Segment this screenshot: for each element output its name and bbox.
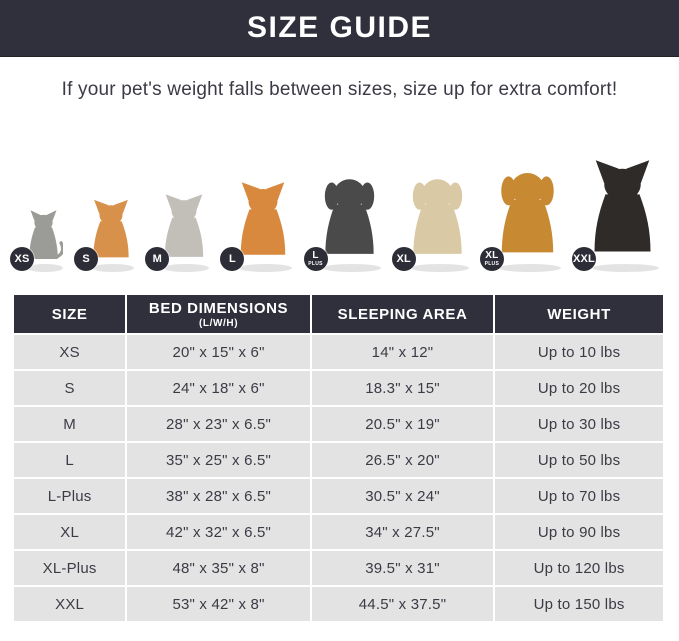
subtitle-tip: If your pet's weight falls between sizes… [61, 79, 618, 100]
table-row-xxl: XXL 53" x 42" x 8" 44.5" x 37.5" Up to 150 … [14, 587, 663, 621]
table-row-l-plus: L-Plus 38" x 28" x 6.5" 30.5" x 24" Up to 7… [14, 479, 663, 513]
column-header-sublabel: (L/W/H) [198, 317, 239, 329]
size-badge-xxl: XXL [571, 247, 596, 271]
column-header-label: SLEEPING AREA [337, 305, 468, 323]
cell-size: XL [14, 515, 126, 549]
cell-size: L [14, 443, 126, 477]
pet-shadow [499, 264, 561, 272]
cell-bed-dimensions: 38" x 28" x 6.5" [127, 479, 310, 513]
size-badge-label: S [82, 252, 90, 265]
cell-size: M [14, 407, 126, 441]
size-badge-label: XL [396, 252, 411, 265]
cell-size: L-Plus [14, 479, 126, 513]
pet-figure-french-bulldog: M [145, 183, 210, 272]
pet-figure-shiba-inu: L [220, 169, 293, 272]
cell-weight: Up to 10 lbs [495, 335, 663, 369]
pet-figure-border-collie: L PLUS [303, 161, 381, 272]
cell-bed-dimensions: 42" x 32" x 6.5" [127, 515, 310, 549]
cell-bed-dimensions: 24" x 18" x 6" [127, 371, 310, 405]
table-row-l: L 35" x 25" x 6.5" 26.5" x 20" Up to 50 lbs [14, 443, 663, 477]
column-header-label: SIZE [51, 305, 88, 323]
column-header-sleeping-area: SLEEPING AREA [311, 295, 494, 333]
column-header-size: SIZE [14, 295, 126, 333]
size-table: SIZE BED DIMENSIONS (L/W/H) SLEEPING AREA WE… [12, 293, 665, 623]
table-row-m: M 28" x 23" x 6.5" 20.5" x 19" Up to 30 lbs [14, 407, 663, 441]
size-badge-l: L [220, 247, 245, 271]
cell-size: S [14, 371, 126, 405]
cell-bed-dimensions: 53" x 42" x 8" [127, 587, 310, 621]
page-title: SIZE GUIDE [246, 11, 433, 44]
size-badge-label: L [228, 252, 236, 265]
dog-floppy-silhouette-icon [494, 153, 561, 269]
dog-pointy-silhouette-icon [586, 144, 659, 269]
pet-figure-doberman: XXL [571, 144, 659, 272]
size-badge-sublabel: PLUS [308, 261, 323, 267]
size-badge-m: M [145, 247, 170, 271]
cell-sleeping-area: 18.3" x 15" [311, 371, 494, 405]
cell-weight: Up to 30 lbs [495, 407, 663, 441]
pet-shadow [27, 264, 63, 272]
size-badge-xl: XL [391, 247, 416, 271]
table-row-s: S 24" x 18" x 6" 18.3" x 15" Up to 20 lbs [14, 371, 663, 405]
table-row-xs: XS 20" x 15" x 6" 14" x 12" Up to 10 lbs [14, 335, 663, 369]
column-header-label: WEIGHT [547, 305, 611, 323]
cell-sleeping-area: 30.5" x 24" [311, 479, 494, 513]
cell-weight: Up to 120 lbs [495, 551, 663, 585]
table-row-xl-plus: XL-Plus 48" x 35" x 8" 39.5" x 31" Up to 12… [14, 551, 663, 585]
pet-shadow [410, 264, 469, 272]
pet-figure-labrador: XL [391, 161, 469, 272]
header-bar: SIZE GUIDE [0, 0, 679, 57]
dog-floppy-silhouette-icon [318, 161, 381, 269]
column-header-label: BED DIMENSIONS [148, 299, 289, 317]
cell-bed-dimensions: 28" x 23" x 6.5" [127, 407, 310, 441]
size-badge-label: XS [14, 252, 30, 265]
pet-shadow [163, 264, 210, 272]
cell-size: XXL [14, 587, 126, 621]
pet-size-row: XS S M L L PLUS XL [0, 117, 679, 272]
cell-weight: Up to 50 lbs [495, 443, 663, 477]
cell-size: XL-Plus [14, 551, 126, 585]
size-badge-l-plus: L PLUS [303, 247, 328, 271]
pet-shadow [591, 264, 659, 272]
cell-weight: Up to 90 lbs [495, 515, 663, 549]
size-badge-s: S [74, 247, 99, 271]
cell-weight: Up to 20 lbs [495, 371, 663, 405]
cell-sleeping-area: 39.5" x 31" [311, 551, 494, 585]
size-badge-label: M [152, 252, 162, 265]
cell-size: XS [14, 335, 126, 369]
column-header-weight: WEIGHT [495, 295, 663, 333]
cell-sleeping-area: 14" x 12" [311, 335, 494, 369]
column-header-bed-dimensions: BED DIMENSIONS (L/W/H) [127, 295, 310, 333]
size-badge-xs: XS [10, 247, 34, 271]
table-header-row: SIZE BED DIMENSIONS (L/W/H) SLEEPING AREA WE… [14, 295, 663, 333]
size-table-wrap: SIZE BED DIMENSIONS (L/W/H) SLEEPING AREA WE… [0, 293, 679, 623]
size-badge-label: XXL [572, 252, 595, 265]
cell-sleeping-area: 44.5" x 37.5" [311, 587, 494, 621]
cell-bed-dimensions: 35" x 25" x 6.5" [127, 443, 310, 477]
pet-shadow [322, 264, 381, 272]
dog-floppy-silhouette-icon [406, 161, 469, 269]
size-badge-xl-plus: XL PLUS [479, 247, 504, 271]
pet-shadow [239, 264, 293, 272]
pet-figure-pomeranian: S [74, 189, 135, 272]
size-badge-label: L [312, 250, 319, 261]
pet-shadow [91, 264, 135, 272]
cell-sleeping-area: 26.5" x 20" [311, 443, 494, 477]
size-badge-label: XL [485, 250, 499, 261]
cell-sleeping-area: 20.5" x 19" [311, 407, 494, 441]
table-row-xl: XL 42" x 32" x 6.5" 34" x 27.5" Up to 90 lb… [14, 515, 663, 549]
cell-sleeping-area: 34" x 27.5" [311, 515, 494, 549]
size-badge-sublabel: PLUS [484, 261, 500, 267]
pet-figure-golden-retriever: XL PLUS [479, 153, 561, 272]
cell-bed-dimensions: 48" x 35" x 8" [127, 551, 310, 585]
cell-weight: Up to 150 lbs [495, 587, 663, 621]
pet-figure-cat: XS [10, 201, 63, 272]
cell-bed-dimensions: 20" x 15" x 6" [127, 335, 310, 369]
cell-weight: Up to 70 lbs [495, 479, 663, 513]
